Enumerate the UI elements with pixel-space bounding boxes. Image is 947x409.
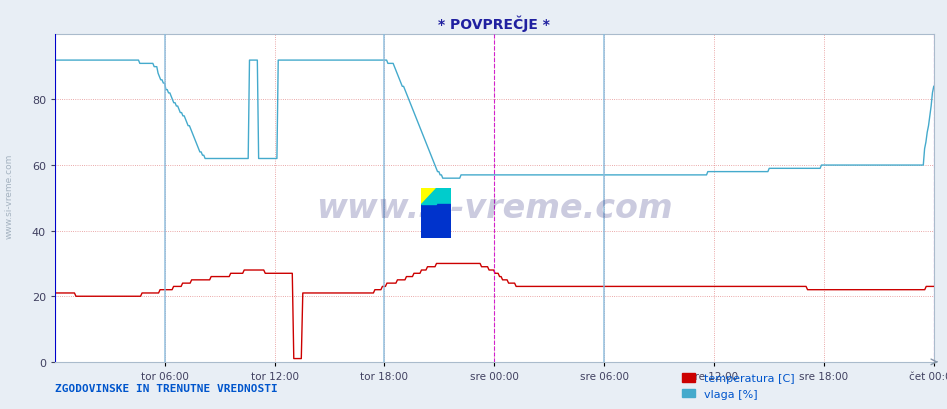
Text: www.si-vreme.com: www.si-vreme.com (316, 192, 672, 225)
Text: www.si-vreme.com: www.si-vreme.com (5, 154, 14, 239)
Title: * POVPREČJE *: * POVPREČJE * (438, 16, 550, 32)
Text: ZGODOVINSKE IN TRENUTNE VREDNOSTI: ZGODOVINSKE IN TRENUTNE VREDNOSTI (55, 382, 277, 393)
Legend: temperatura [C], vlaga [%]: temperatura [C], vlaga [%] (678, 369, 799, 403)
Polygon shape (421, 188, 436, 204)
